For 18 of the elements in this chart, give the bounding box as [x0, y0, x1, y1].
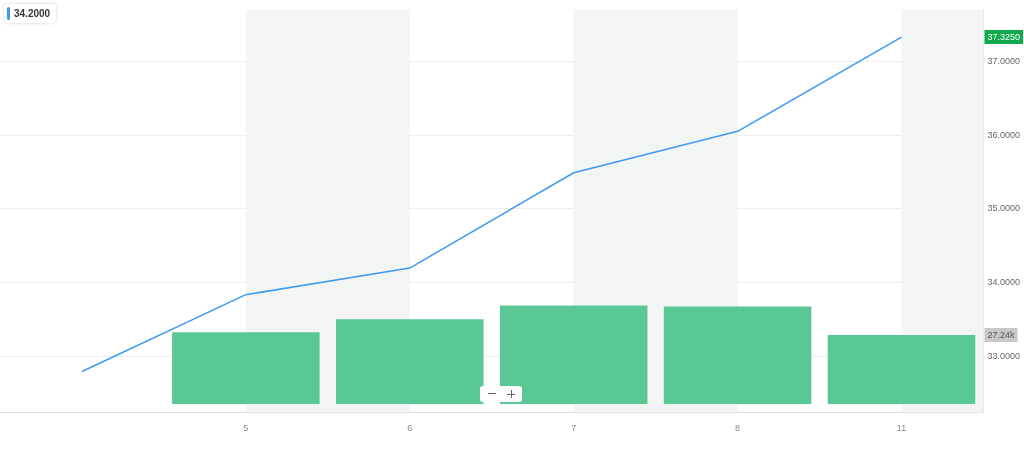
- bar: [172, 332, 320, 405]
- annotation: 37.3250: [987, 31, 1021, 42]
- y-tick-label: 33.0000: [987, 351, 1021, 362]
- x-tick-label: 7: [571, 423, 577, 434]
- annotation: 34.2000: [14, 8, 51, 19]
- x-tick-label: 11: [896, 423, 907, 434]
- text: 27.24k: [987, 329, 1015, 340]
- x-tick-label: 5: [243, 423, 249, 434]
- y-tick-label: 37.0000: [987, 55, 1021, 66]
- x-tick-label: 6: [407, 423, 413, 434]
- bar: [663, 306, 812, 405]
- bar: [499, 305, 648, 405]
- x-tick-label: 8: [735, 423, 741, 434]
- bar: [827, 335, 976, 405]
- y-tick-label: 34.0000: [987, 277, 1021, 288]
- bar: [336, 319, 484, 405]
- y-tick-label: 35.0000: [987, 203, 1021, 214]
- y-tick-label: 36.0000: [987, 129, 1021, 140]
